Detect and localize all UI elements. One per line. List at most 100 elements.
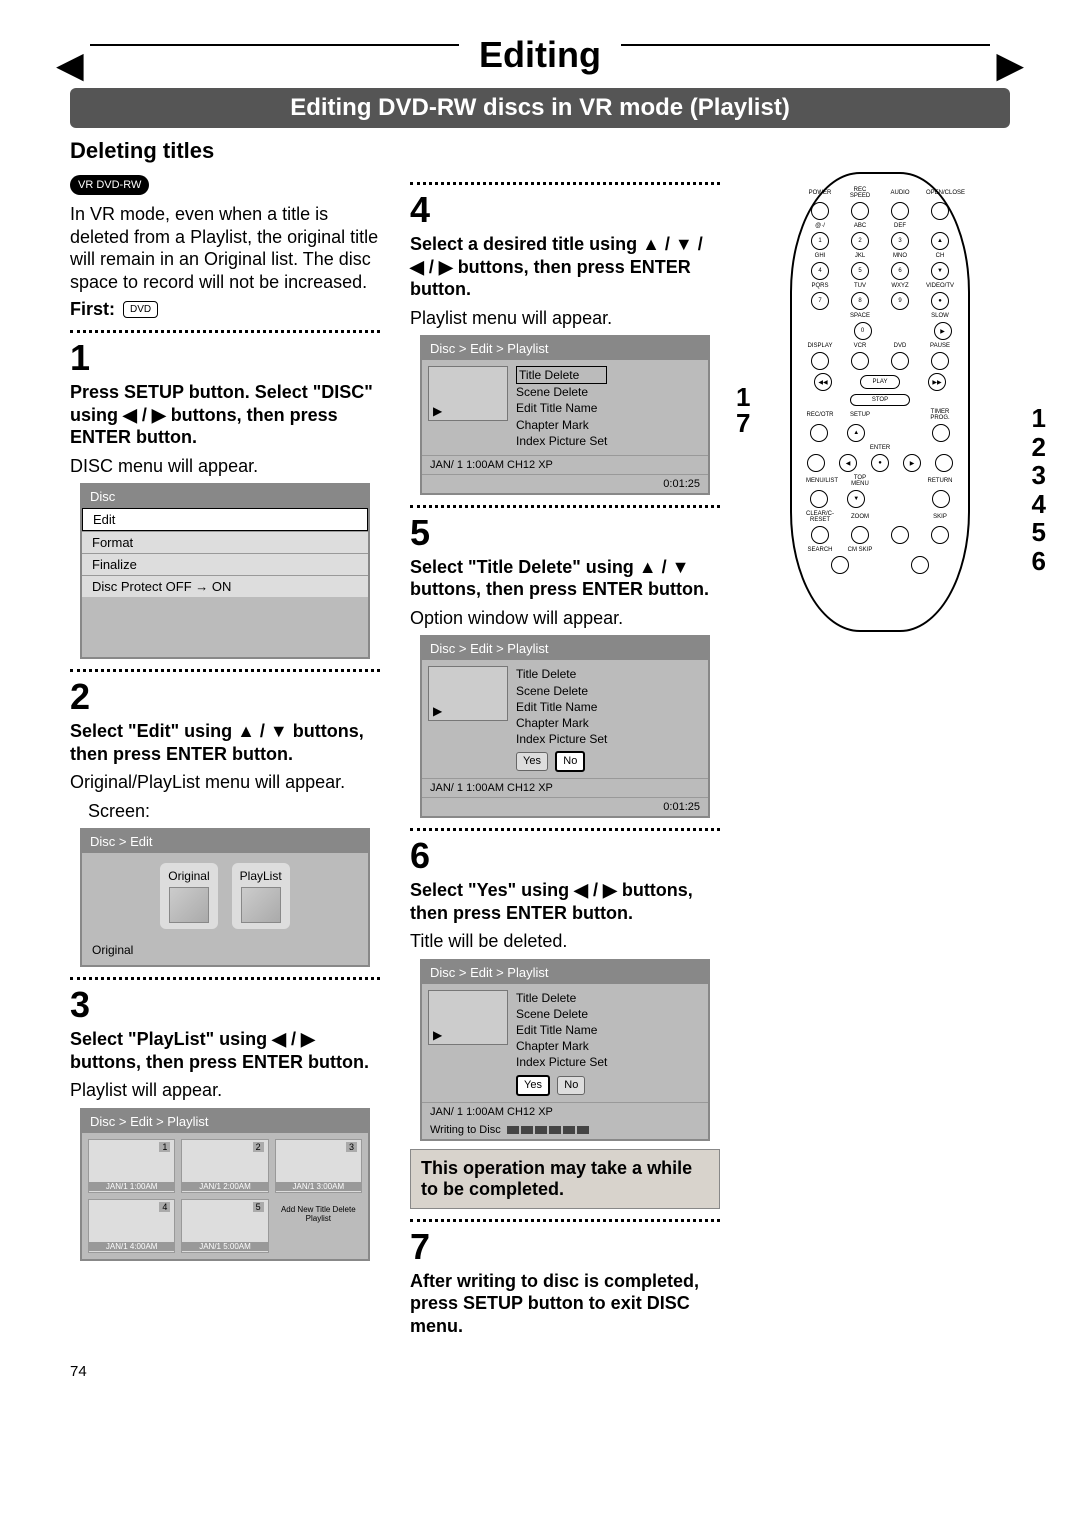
pl-cell: 5 JAN/1 5:00AM bbox=[181, 1199, 268, 1253]
pl6-head: Disc > Edit > Playlist bbox=[422, 961, 708, 984]
r-label: @·/ bbox=[806, 223, 834, 229]
foot-r: 0:01:25 bbox=[663, 801, 700, 813]
disc-menu-row: Edit bbox=[82, 508, 368, 531]
opt: Edit Title Name bbox=[516, 400, 607, 416]
r-label: DISPLAY bbox=[806, 343, 834, 349]
r-label: ZOOM bbox=[846, 514, 874, 520]
playlist-grid-head: Disc > Edit > Playlist bbox=[82, 1110, 368, 1133]
header-arrow-left: ◀ bbox=[50, 44, 90, 86]
pl-cell: 4 JAN/1 4:00AM bbox=[88, 1199, 175, 1253]
disc-menu-row: Disc Protect OFF → ON bbox=[82, 575, 368, 597]
tile-playlist: PlayList bbox=[232, 863, 290, 929]
step-7-num: 7 bbox=[410, 1226, 720, 1268]
pl-num: 5 bbox=[253, 1202, 264, 1212]
disc-menu-row: Finalize bbox=[82, 553, 368, 575]
r-btn: 1 bbox=[811, 232, 829, 250]
r-btn: ▼ bbox=[931, 262, 949, 280]
page-title: Editing bbox=[459, 34, 621, 76]
section-subtitle: Deleting titles bbox=[70, 138, 1010, 164]
r-btn: 3 bbox=[891, 232, 909, 250]
thumb-icon bbox=[428, 366, 508, 421]
disc-menu-head: Disc bbox=[82, 485, 368, 508]
opt: Chapter Mark bbox=[516, 417, 607, 433]
r-label: TIMER PROG. bbox=[926, 409, 954, 421]
header-arrow-right: ▶ bbox=[990, 44, 1030, 86]
r-btn: 8 bbox=[851, 292, 869, 310]
step-3-text: Playlist will appear. bbox=[70, 1079, 380, 1102]
foot-r: 0:01:25 bbox=[663, 478, 700, 490]
column-1: VR DVD-RW In VR mode, even when a title … bbox=[70, 172, 380, 1343]
step-6-num: 6 bbox=[410, 835, 720, 877]
disc-menu-box: Disc Edit Format Finalize Disc Protect O… bbox=[80, 483, 370, 659]
pl-num: 2 bbox=[253, 1142, 264, 1152]
pl-num: 3 bbox=[346, 1142, 357, 1152]
step-2-num: 2 bbox=[70, 676, 380, 718]
opt: Chapter Mark bbox=[516, 715, 607, 731]
foot-l: JAN/ 1 1:00AM CH12 XP bbox=[430, 1106, 553, 1118]
callout-7: 7 bbox=[736, 408, 750, 439]
r-label: SLOW bbox=[926, 313, 954, 319]
edit-menu-foot: Original bbox=[82, 939, 368, 965]
r-label: MNO bbox=[886, 253, 914, 259]
r-label: SETUP bbox=[846, 412, 874, 418]
tile-original: Original bbox=[160, 863, 217, 929]
opt: Edit Title Name bbox=[516, 1022, 607, 1038]
r-btn: 4 bbox=[811, 262, 829, 280]
playlist-menu-5: Disc > Edit > Playlist Title Delete Scen… bbox=[420, 635, 710, 818]
edit-menu-box: Disc > Edit Original PlayList Original bbox=[80, 828, 370, 967]
step-1-bold: Press SETUP button. Select "DISC" using … bbox=[70, 381, 380, 449]
note-box: This operation may take a while to be co… bbox=[410, 1149, 720, 1209]
r-label: MENU/LIST bbox=[806, 478, 834, 484]
pl-cell-extra: Add New Title Delete Playlist bbox=[275, 1199, 362, 1253]
r-btn: 6 bbox=[891, 262, 909, 280]
pl-cap: JAN/1 5:00AM bbox=[182, 1242, 267, 1251]
no-btn: No bbox=[555, 751, 585, 772]
r-label: AUDIO bbox=[886, 190, 914, 196]
r-label: DVD bbox=[886, 343, 914, 349]
step-7-bold: After writing to disc is completed, pres… bbox=[410, 1270, 720, 1338]
dvdrw-badge: VR DVD-RW bbox=[70, 175, 149, 195]
opt: Chapter Mark bbox=[516, 1038, 607, 1054]
r-btn: 0 bbox=[854, 322, 872, 340]
opt: Title Delete bbox=[516, 666, 607, 682]
r-label: TUV bbox=[846, 283, 874, 289]
r-label: PQRS bbox=[806, 283, 834, 289]
progress-icon bbox=[507, 1126, 589, 1134]
pl-cap: JAN/1 1:00AM bbox=[89, 1182, 174, 1191]
r-label: ENTER bbox=[866, 445, 894, 451]
tile-label: Original bbox=[168, 869, 209, 883]
pl-cell: 3JAN/1 3:00AM bbox=[275, 1139, 362, 1193]
step-6-text: Title will be deleted. bbox=[410, 930, 720, 953]
r-label: VCR bbox=[846, 343, 874, 349]
foot-l: JAN/ 1 1:00AM CH12 XP bbox=[430, 782, 553, 794]
pl4-head: Disc > Edit > Playlist bbox=[422, 337, 708, 360]
r-label: PAUSE bbox=[926, 343, 954, 349]
column-3: POWER REC SPEED AUDIO OPEN/CLOSE @·/ ABC… bbox=[750, 172, 1010, 1343]
r-label: RETURN bbox=[926, 478, 954, 484]
sub-banner: Editing DVD-RW discs in VR mode (Playlis… bbox=[70, 88, 1010, 128]
r-label: SPACE bbox=[846, 313, 874, 319]
step-5-text: Option window will appear. bbox=[410, 607, 720, 630]
step-1-num: 1 bbox=[70, 337, 380, 379]
no-btn: No bbox=[557, 1076, 585, 1095]
disc-menu-row: Format bbox=[82, 531, 368, 553]
pl5-head: Disc > Edit > Playlist bbox=[422, 637, 708, 660]
pl-num: 1 bbox=[159, 1142, 170, 1152]
opt: Title Delete bbox=[516, 366, 607, 384]
pl-num: 4 bbox=[159, 1202, 170, 1212]
step-4-num: 4 bbox=[410, 189, 720, 231]
r-btn: 9 bbox=[891, 292, 909, 310]
r-label: OPEN/CLOSE bbox=[926, 190, 954, 196]
r-label: CH bbox=[926, 253, 954, 259]
step-3-bold: Select "PlayList" using ◀ / ▶ buttons, t… bbox=[70, 1028, 380, 1073]
edit-menu-head: Disc > Edit bbox=[82, 830, 368, 853]
pl-cap: JAN/1 4:00AM bbox=[89, 1242, 174, 1251]
callout-right: 1 2 3 4 5 6 bbox=[1032, 404, 1046, 576]
thumb-icon bbox=[428, 990, 508, 1045]
r-label: GHI bbox=[806, 253, 834, 259]
yes-btn: Yes bbox=[516, 1075, 550, 1096]
page-number: 74 bbox=[70, 1363, 1010, 1380]
pl-cap: JAN/1 2:00AM bbox=[182, 1182, 267, 1191]
r-label: JKL bbox=[846, 253, 874, 259]
playlist-menu-4: Disc > Edit > Playlist Title Delete Scen… bbox=[420, 335, 710, 495]
